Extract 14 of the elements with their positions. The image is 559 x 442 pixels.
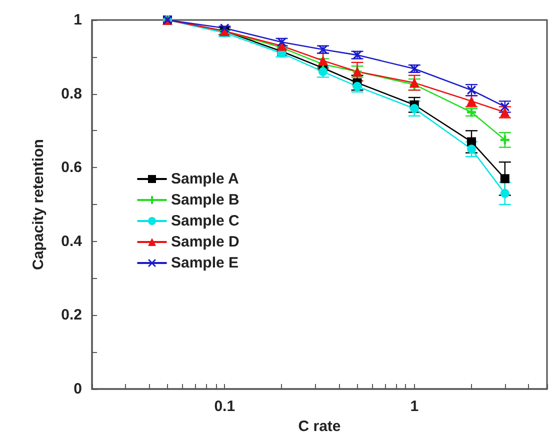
legend-label: Sample B [171, 192, 240, 208]
legend-label: Sample A [171, 170, 239, 188]
y-tick-label: 0.8 [61, 85, 82, 102]
legend-label: Sample D [171, 234, 240, 250]
y-tick-label: 1 [74, 12, 82, 28]
y-tick-label: 0.4 [61, 232, 83, 250]
legend-label: Sample C [171, 212, 240, 230]
y-tick-label: 0.6 [61, 159, 82, 176]
y-tick-label: 0 [74, 380, 82, 398]
x-tick-label: 0.1 [214, 398, 236, 415]
y-axis-title: Capacity retention [30, 139, 47, 270]
y-tick-label: 0.2 [61, 306, 82, 324]
legend-label: Sample E [171, 254, 239, 272]
x-axis-title: C rate [298, 418, 341, 435]
